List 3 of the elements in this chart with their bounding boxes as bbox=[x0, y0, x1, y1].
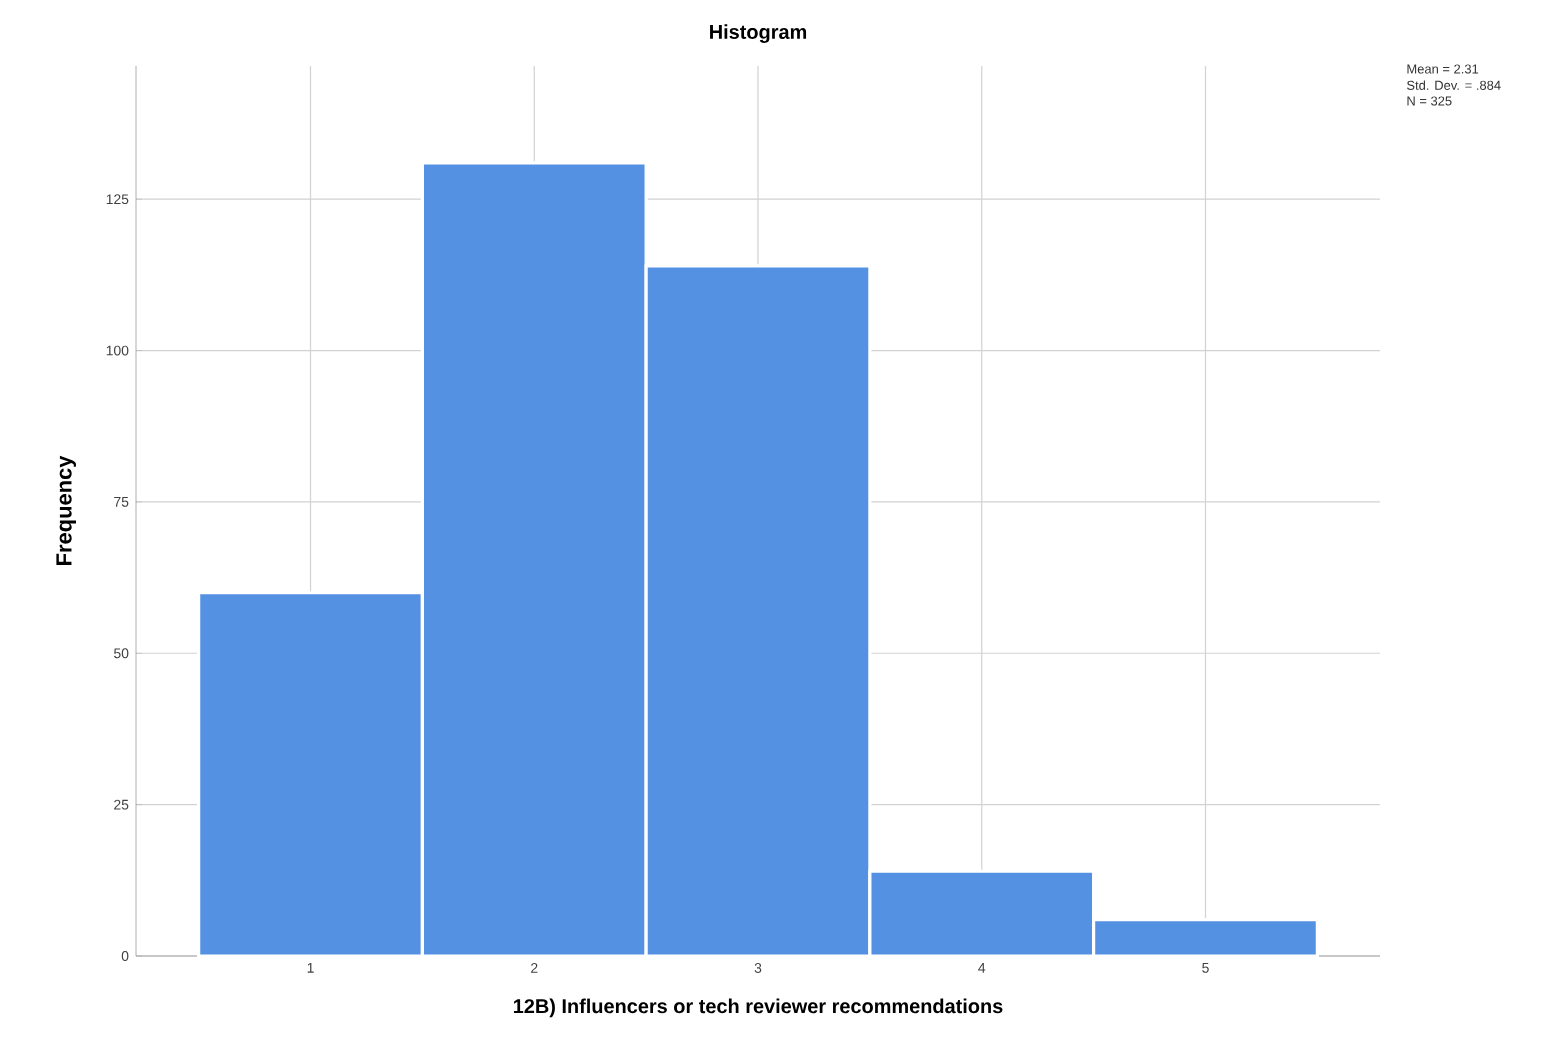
chart-title: Histogram bbox=[710, 24, 807, 43]
x-axis-title: 12B) Influencers or tech reviewer recommendations bbox=[513, 998, 1003, 1018]
y-axis-title: Frequency bbox=[56, 455, 76, 565]
